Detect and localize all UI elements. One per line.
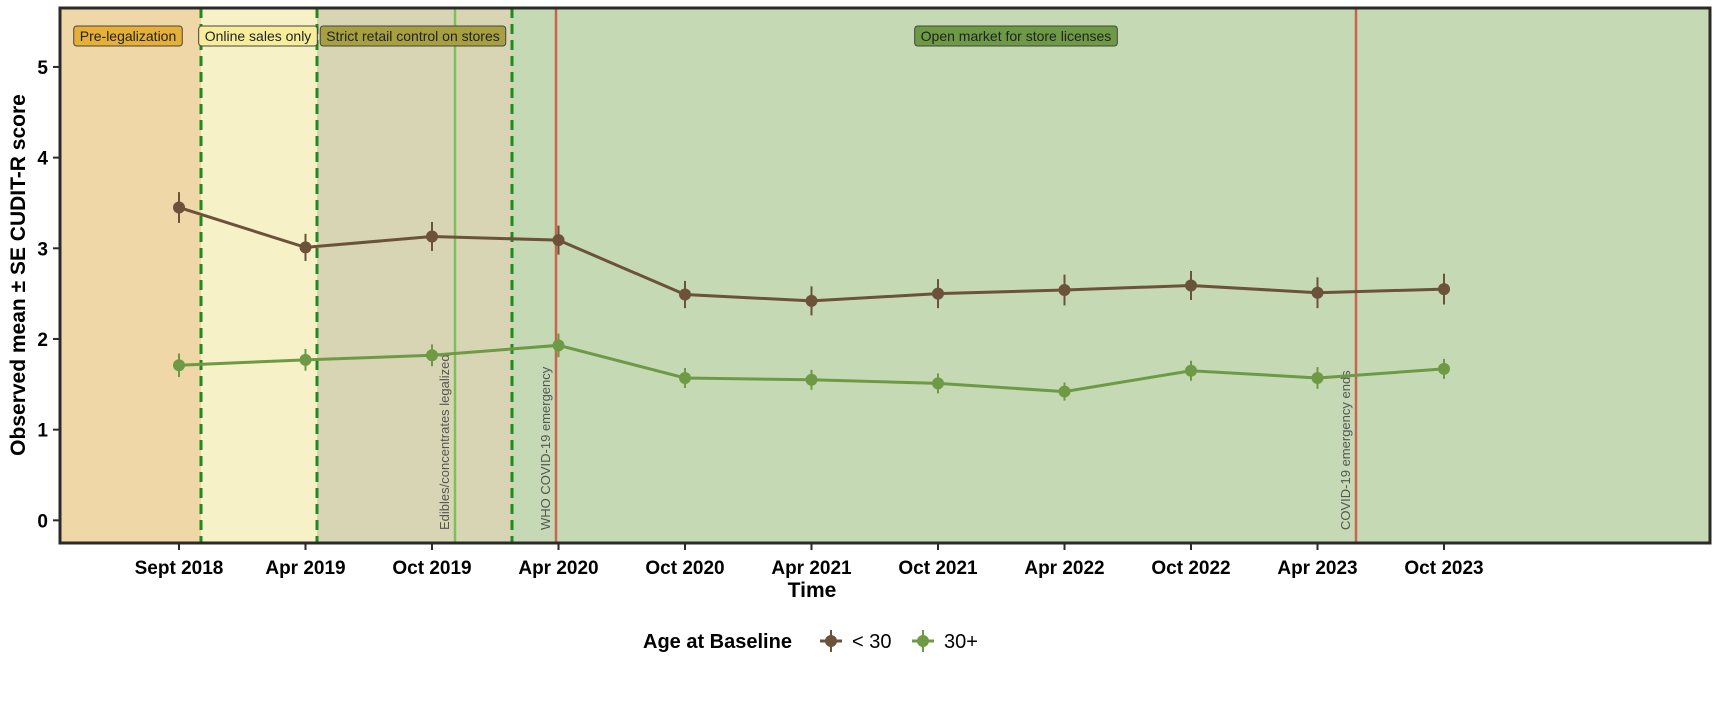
legend-title: Age at Baseline	[643, 631, 792, 653]
period-label-text: Open market for store licenses	[921, 28, 1112, 44]
x-tick-label: Apr 2021	[771, 558, 852, 579]
y-axis-title: Observed mean ± SE CUDIT-R score	[7, 94, 30, 456]
series-group	[173, 192, 1450, 401]
legend-key-point	[917, 635, 929, 647]
legend-item: < 30	[820, 630, 891, 653]
data-point	[426, 349, 438, 362]
data-point	[173, 359, 185, 372]
period-label-box: Pre-legalization	[73, 25, 183, 47]
period-label-bg	[73, 25, 183, 47]
period-band	[60, 8, 201, 543]
data-point	[173, 201, 185, 214]
period-label-bg	[319, 25, 507, 47]
data-point	[1311, 286, 1324, 299]
legend-label: 30+	[944, 631, 978, 653]
data-point	[1185, 364, 1197, 377]
event-label: Edibles/concentrates legalized	[437, 354, 452, 530]
axes: 0 1 2 3 4 5 Sept 2018 Apr 2019 Oct 2019 Apr 2020 O…	[37, 58, 1483, 579]
data-point	[426, 230, 438, 243]
y-tick-label: 3	[37, 239, 48, 260]
x-tick-label: Apr 2019	[265, 558, 345, 579]
period-label-bg	[198, 25, 318, 47]
data-point	[679, 371, 691, 384]
x-tick-label: Apr 2023	[1277, 558, 1357, 579]
period-label-box: Open market for store licenses	[914, 25, 1118, 47]
y-tick-label: 1	[37, 421, 48, 442]
x-tick-label: Apr 2022	[1024, 558, 1104, 579]
legend-item: 30+	[912, 630, 978, 653]
x-tick-label: Apr 2020	[518, 558, 598, 579]
x-tick-label: Oct 2019	[392, 558, 471, 579]
x-tick-label: Oct 2020	[645, 558, 724, 579]
data-point	[1058, 284, 1071, 297]
legend-key-point	[825, 635, 837, 647]
x-tick-label: Sept 2018	[135, 558, 224, 579]
x-tick-label: Oct 2022	[1151, 558, 1230, 579]
period-band	[512, 8, 1710, 543]
data-point	[932, 377, 944, 390]
data-point	[552, 234, 565, 247]
period-band	[201, 8, 317, 543]
period-backgrounds	[60, 8, 1710, 543]
period-label-bg	[914, 25, 1118, 47]
y-tick-label: 5	[37, 58, 48, 79]
data-point	[299, 353, 312, 366]
data-point	[1311, 371, 1324, 384]
event-label: WHO COVID-19 emergency	[538, 366, 553, 530]
period-boundaries	[199, 8, 514, 543]
data-point	[1058, 385, 1071, 398]
legend-label: < 30	[852, 631, 891, 653]
event-label: COVID-19 emergency ends	[1338, 370, 1353, 530]
data-point	[1185, 279, 1197, 292]
x-tick-label: Oct 2021	[898, 558, 978, 579]
y-tick-label: 0	[37, 511, 48, 532]
period-label-text: Online sales only	[205, 28, 312, 44]
data-point	[299, 241, 312, 254]
x-axis-title: Time	[788, 579, 837, 602]
period-label-text: Strict retail control on stores	[326, 28, 500, 44]
event-lines: Edibles/concentrates legalized WHO COVID-…	[437, 8, 1358, 543]
y-tick-label: 4	[37, 149, 48, 170]
data-point	[1438, 283, 1450, 296]
period-label-text: Pre-legalization	[80, 28, 177, 44]
data-point	[932, 287, 944, 300]
x-tick-label: Oct 2023	[1404, 558, 1483, 579]
period-label-box: Online sales only	[198, 25, 318, 47]
period-label-box: Strict retail control on stores	[319, 25, 507, 47]
period-labels: Pre-legalization Online sales only Strict …	[73, 25, 1118, 47]
plot-frame	[58, 6, 1712, 545]
series	[173, 333, 1450, 401]
data-point	[1438, 362, 1450, 375]
data-point	[552, 339, 565, 352]
data-point	[679, 288, 691, 301]
y-tick-label: 2	[37, 330, 48, 351]
data-point	[805, 294, 818, 307]
legend: Age at Baseline < 30 30+	[643, 630, 978, 653]
data-point	[805, 373, 818, 386]
period-band	[317, 8, 512, 543]
series	[173, 192, 1450, 316]
